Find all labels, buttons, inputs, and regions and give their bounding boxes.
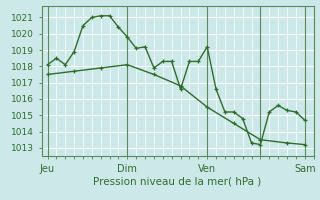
X-axis label: Pression niveau de la mer( hPa ): Pression niveau de la mer( hPa ) bbox=[93, 176, 262, 186]
